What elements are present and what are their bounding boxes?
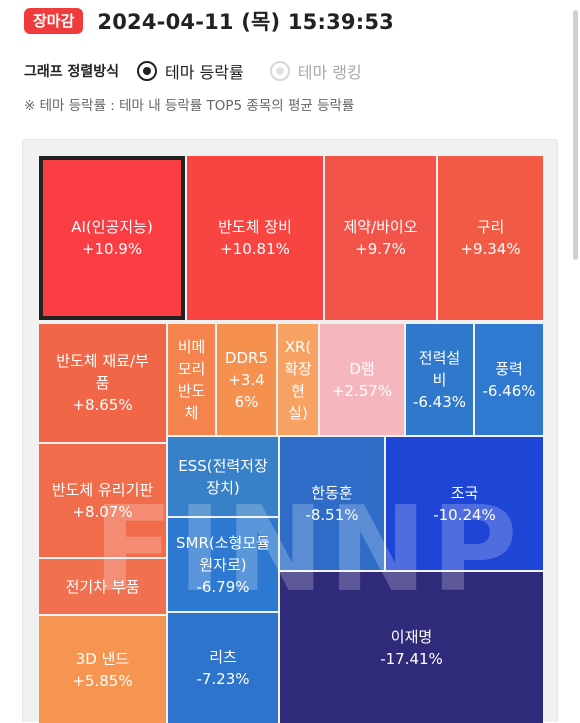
tile-label-line: 확장	[284, 359, 312, 378]
tile-label-line: 리츠	[209, 648, 237, 666]
tile-label-line: -17.41%	[380, 649, 443, 668]
treemap-tile[interactable]: 이재명 -17.41%	[280, 572, 543, 723]
tile-label-line: 제약/바이오	[343, 218, 418, 236]
tile-label-line: -6.79%	[196, 577, 250, 596]
tile-label-line: +10.81%	[220, 240, 290, 258]
header-bar: 장마감 2024-04-11 (목) 15:39:53	[24, 4, 394, 38]
market-closed-badge: 장마감	[24, 8, 84, 34]
treemap-tile[interactable]: 3D 낸드 +5.85%	[39, 616, 166, 723]
footnote: ※ 테마 등락률 : 테마 내 등락률 TOP5 종목의 평균 등락률	[24, 98, 355, 114]
tile-label-line: 비메	[177, 337, 206, 356]
treemap-tile[interactable]: 반도체 장비 +10.81%	[187, 156, 323, 320]
tile-label-line: 체	[184, 403, 199, 422]
sort-label: 그래프 정렬방식	[24, 64, 120, 80]
treemap-tile[interactable]: AI(인공지능) +10.9%	[39, 156, 185, 320]
tile-label-line: 원자로)	[199, 555, 247, 574]
tile-label-line: 전력설	[418, 348, 461, 367]
theme-treemap: AI(인공지능) +10.9% 반도체 장비 +10.81% 제약/바이오 +9.7% 구리…	[22, 139, 558, 723]
tile-label-line: 실)	[288, 403, 308, 422]
tile-label-line: 모리	[177, 359, 206, 378]
treemap-tile[interactable]: 리츠 -7.23%	[168, 613, 278, 723]
tile-label-line: +3.4	[228, 370, 265, 389]
tile-label-line: 현	[291, 381, 305, 400]
sort-options: 그래프 정렬방식 테마 등락률 테마 랭킹	[24, 56, 388, 86]
treemap-tile[interactable]: DDR5 +3.4 6%	[217, 324, 276, 435]
tile-label-line: ESS(전력저장	[178, 456, 268, 475]
tile-label-line: 반도체 유리기판	[51, 480, 154, 499]
sort-by-rank-radio[interactable]: 테마 랭킹	[269, 59, 362, 83]
tile-label-line: 3D 낸드	[75, 649, 130, 668]
tile-label-line: XR(	[284, 337, 312, 356]
treemap-tile[interactable]: 구리 +9.34%	[438, 156, 543, 320]
radio-label: 테마 랭킹	[297, 63, 362, 82]
tile-label-line: 6%	[234, 392, 259, 411]
timestamp: 2024-04-11 (목) 15:39:53	[97, 10, 394, 34]
tile-label-line: 조국	[450, 483, 479, 502]
tile-label-line: -8.51%	[305, 505, 359, 524]
tile-label-line: SMR(소형모듈	[176, 533, 270, 552]
tile-label-line: DDR5	[224, 348, 269, 367]
tile-label-line: +10.9%	[81, 240, 143, 258]
tile-label-line: AI(인공지능)	[71, 218, 153, 236]
tile-label-line: 장치)	[206, 478, 240, 497]
radio-unselected-icon	[269, 61, 290, 81]
treemap-tile[interactable]: 반도체 유리기판 +8.07%	[39, 444, 166, 557]
treemap-tile[interactable]: D램 +2.57%	[320, 324, 404, 435]
scrollbar[interactable]	[573, 10, 578, 260]
tile-label-line: +9.34%	[460, 240, 521, 258]
tile-label-line: -6.46%	[482, 381, 536, 400]
treemap-tile[interactable]: 조국 -10.24%	[386, 437, 543, 570]
tile-label-line: 반도체 장비	[218, 218, 292, 236]
tile-label-line: 이재명	[390, 627, 433, 646]
tile-label-line: 비	[432, 370, 447, 389]
tile-label-line: -10.24%	[433, 505, 496, 524]
tile-label-line: 품	[95, 374, 110, 392]
tile-label-line: 풍력	[495, 359, 523, 378]
tile-label-line: +8.07%	[72, 502, 133, 521]
sort-by-change-radio[interactable]: 테마 등락률	[137, 59, 244, 83]
tile-label-line: 구리	[476, 218, 505, 236]
tile-label-line: +9.7%	[355, 240, 406, 258]
tile-label-line: +5.85%	[72, 671, 133, 690]
radio-label: 테마 등락률	[165, 63, 244, 82]
tile-label-line: 반도체 재료/부	[56, 352, 149, 370]
tile-label-line: +2.57%	[331, 381, 393, 400]
tile-label-line: D램	[349, 359, 375, 378]
tile-label-line: 반도	[177, 381, 206, 400]
tile-label-line: 전기차 부품	[65, 577, 140, 596]
radio-selected-icon	[137, 61, 158, 81]
tile-label-line: 한동훈	[311, 483, 353, 502]
tile-label-line: -6.43%	[412, 392, 467, 411]
treemap-tile[interactable]: 전기차 부품	[39, 559, 166, 614]
tile-label-line: -7.23%	[196, 670, 250, 688]
treemap-tile[interactable]: 제약/바이오 +9.7%	[325, 156, 436, 320]
tile-label-line: +8.65%	[72, 396, 133, 414]
treemap-tile[interactable]: 한동훈 -8.51%	[280, 437, 384, 570]
treemap-tile[interactable]: 풍력 -6.46%	[475, 324, 543, 435]
